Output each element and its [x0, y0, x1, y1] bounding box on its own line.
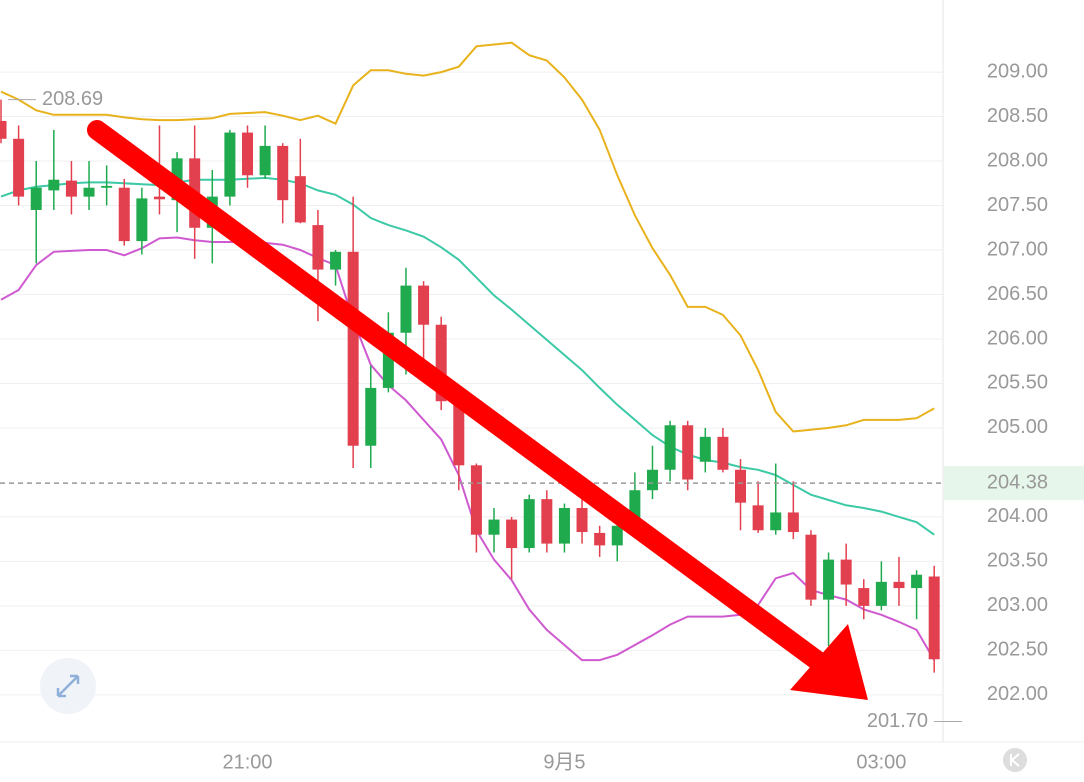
y-tick-label: 205.50 [987, 372, 1048, 394]
candle-body [400, 285, 412, 333]
candle-body [277, 145, 289, 201]
expand-button[interactable] [40, 658, 96, 714]
y-tick-label: 204.00 [987, 505, 1048, 527]
band-line [0, 41, 935, 433]
candle-body [418, 285, 430, 325]
candle-body [242, 132, 254, 176]
candle-body [523, 499, 535, 549]
candle-body [136, 198, 148, 242]
candle-body [682, 425, 694, 480]
arrow-head [790, 624, 868, 700]
y-tick-label: 205.00 [987, 416, 1048, 438]
candle-body [629, 490, 641, 526]
grid [0, 71, 943, 696]
candle-body [787, 512, 799, 533]
candle-body [594, 532, 606, 546]
x-tick-label: 03:00 [856, 751, 906, 773]
candle-body [30, 187, 42, 210]
candle-body [541, 499, 553, 544]
candle-body [13, 138, 25, 197]
candle-body [717, 436, 729, 470]
candle-body [435, 324, 447, 402]
candle-body [365, 387, 377, 446]
candle-body [0, 120, 7, 139]
last-price-box [944, 466, 1084, 501]
candle-body [805, 534, 817, 600]
low-marker-label: 201.70 [867, 710, 928, 732]
k-icon [1010, 753, 1020, 767]
expand-icon [56, 674, 80, 698]
candle-body [611, 525, 623, 546]
candle-body [558, 508, 570, 544]
candle-body [488, 519, 500, 535]
candle-body [770, 512, 782, 531]
candle-body [875, 581, 887, 606]
candle-body [101, 185, 113, 188]
candle-body [893, 581, 905, 589]
y-tick-label: 209.00 [987, 60, 1048, 82]
y-tick-label: 206.50 [987, 283, 1048, 305]
y-tick-label: 202.00 [987, 683, 1048, 705]
candle-body [347, 251, 359, 446]
candle-body [330, 251, 342, 270]
candle-body [646, 469, 658, 491]
candle-body [506, 519, 518, 549]
candle-body [735, 469, 747, 503]
candle-body [294, 176, 306, 223]
y-tick-label: 207.00 [987, 238, 1048, 260]
candle-body [840, 559, 852, 585]
band-line [0, 236, 936, 662]
candle-body [576, 508, 588, 533]
candle-body [470, 465, 482, 535]
candle-body [699, 436, 711, 462]
candle-body [664, 425, 676, 470]
plot [0, 41, 943, 673]
candle-body [118, 187, 130, 242]
candle-body [752, 505, 764, 531]
k-circle[interactable] [1003, 748, 1027, 772]
candle-body [312, 225, 324, 270]
y-tick-label: 207.50 [987, 194, 1048, 216]
x-tick-label: 21:00 [222, 751, 272, 773]
y-tick-label: 208.00 [987, 149, 1048, 171]
y-tick-label: 203.50 [987, 550, 1048, 572]
candle-body [224, 132, 236, 197]
candle-body [153, 196, 165, 200]
x-tick-label: 9月5 [543, 751, 585, 773]
candle-body [928, 576, 940, 660]
candle-body [65, 180, 77, 197]
trend-arrow [87, 120, 868, 700]
high-marker-label: 208.69 [42, 88, 103, 110]
candle-body [259, 145, 271, 176]
y-tick-label: 206.00 [987, 327, 1048, 349]
candle-body [858, 588, 870, 606]
y-tick-label: 208.50 [987, 105, 1048, 127]
last-price-label: 204.38 [987, 471, 1048, 493]
candle-body [382, 332, 394, 388]
candle-body [83, 187, 95, 197]
candle-body [911, 574, 923, 589]
candle-body [48, 179, 60, 191]
candle-body [453, 401, 465, 466]
y-tick-label: 203.00 [987, 594, 1048, 616]
arrow-shaft [87, 120, 840, 680]
candle-body [823, 559, 835, 600]
k-button[interactable] [1003, 748, 1027, 772]
labels: 202.00 202.50 203.00 203.50 204.00 205.00 205.… [8, 60, 1084, 773]
y-tick-label: 202.50 [987, 639, 1048, 661]
